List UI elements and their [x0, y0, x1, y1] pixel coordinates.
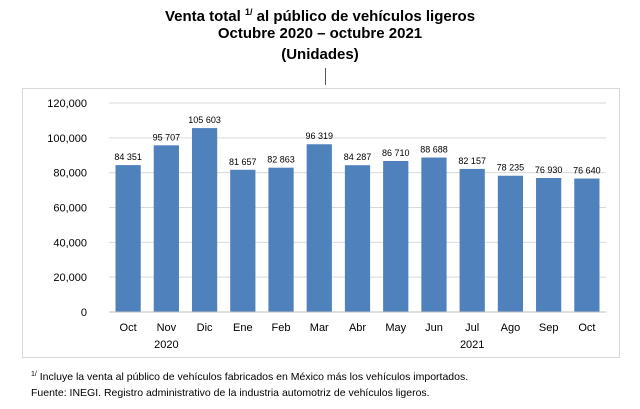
footnote-marker: 1/ [31, 371, 37, 378]
chart-units: (Unidades) [281, 46, 359, 63]
x-tick-label: Ago [501, 322, 521, 334]
chart-subtitle: Octubre 2020 – octubre 2021 [217, 25, 423, 42]
source-note: Fuente: INEGI. Registro administrativo d… [31, 387, 430, 399]
y-tick-label: 40,000 [53, 237, 87, 249]
data-label: 96 319 [306, 131, 334, 141]
bar [383, 160, 409, 312]
x-tick-label: Sep [539, 322, 559, 334]
y-tick-label: 120,000 [47, 98, 87, 110]
data-label: 78 235 [497, 163, 525, 173]
bar [115, 165, 141, 312]
bar-chart: 0 20,000 40,000 60,000 80,000 100,000 120,000 8… [47, 98, 606, 351]
bar [536, 178, 562, 312]
y-tick-label: 20,000 [53, 272, 87, 284]
data-label: 76 930 [535, 165, 563, 175]
data-label: 105 603 [188, 115, 221, 125]
x-tick-label: Mar [310, 322, 329, 334]
data-label: 82 157 [458, 156, 486, 166]
bar [459, 168, 485, 312]
x-tick-label: Ene [233, 322, 253, 334]
chart-area: 0 20,000 40,000 60,000 80,000 100,000 120,000 8… [22, 88, 620, 358]
bar [497, 175, 524, 312]
year-label: 2021 [460, 339, 484, 351]
x-tick-label: Nov [157, 322, 177, 334]
data-label: 84 351 [114, 152, 142, 162]
cursor-marker [325, 68, 326, 85]
y-tick-label: 80,000 [53, 168, 87, 180]
x-tick-label: Dic [197, 322, 213, 334]
y-tick-label: 100,000 [47, 133, 87, 145]
bar [574, 178, 600, 312]
title-footnote-marker: 1/ [244, 7, 253, 17]
x-tick-label: Oct [578, 322, 595, 334]
x-tick-label: Jul [465, 322, 479, 334]
x-tick-label: Abr [349, 322, 366, 334]
y-tick-label: 60,000 [53, 203, 87, 215]
chart-title: Venta total 1/ al público de vehículos l… [0, 2, 640, 27]
bar [191, 128, 218, 312]
data-label: 84 287 [344, 152, 372, 162]
data-label: 88 688 [420, 145, 448, 155]
bar [306, 144, 332, 312]
x-tick-label: Oct [120, 322, 137, 334]
bar [230, 169, 256, 312]
bar [153, 145, 179, 312]
title-text-end: al público de vehículos ligeros [256, 8, 476, 25]
x-tick-label: Jun [425, 322, 443, 334]
data-label: 86 710 [382, 148, 410, 158]
bar [421, 157, 447, 312]
year-label: 2020 [154, 339, 178, 351]
footnote-text: Incluye la venta al público de vehículos… [39, 371, 469, 383]
y-tick-label: 0 [81, 307, 87, 319]
data-label: 82 863 [267, 155, 295, 165]
data-label: 81 657 [229, 157, 257, 167]
title-text-start: Venta total [164, 8, 241, 25]
data-label: 95 707 [153, 132, 181, 142]
footnote: 1/ Incluye la venta al público de vehícu… [31, 368, 468, 384]
x-tick-label: Feb [272, 322, 291, 334]
x-tick-label: May [385, 322, 406, 334]
bar [344, 165, 371, 312]
bar [268, 167, 294, 312]
data-label: 76 640 [573, 166, 601, 176]
